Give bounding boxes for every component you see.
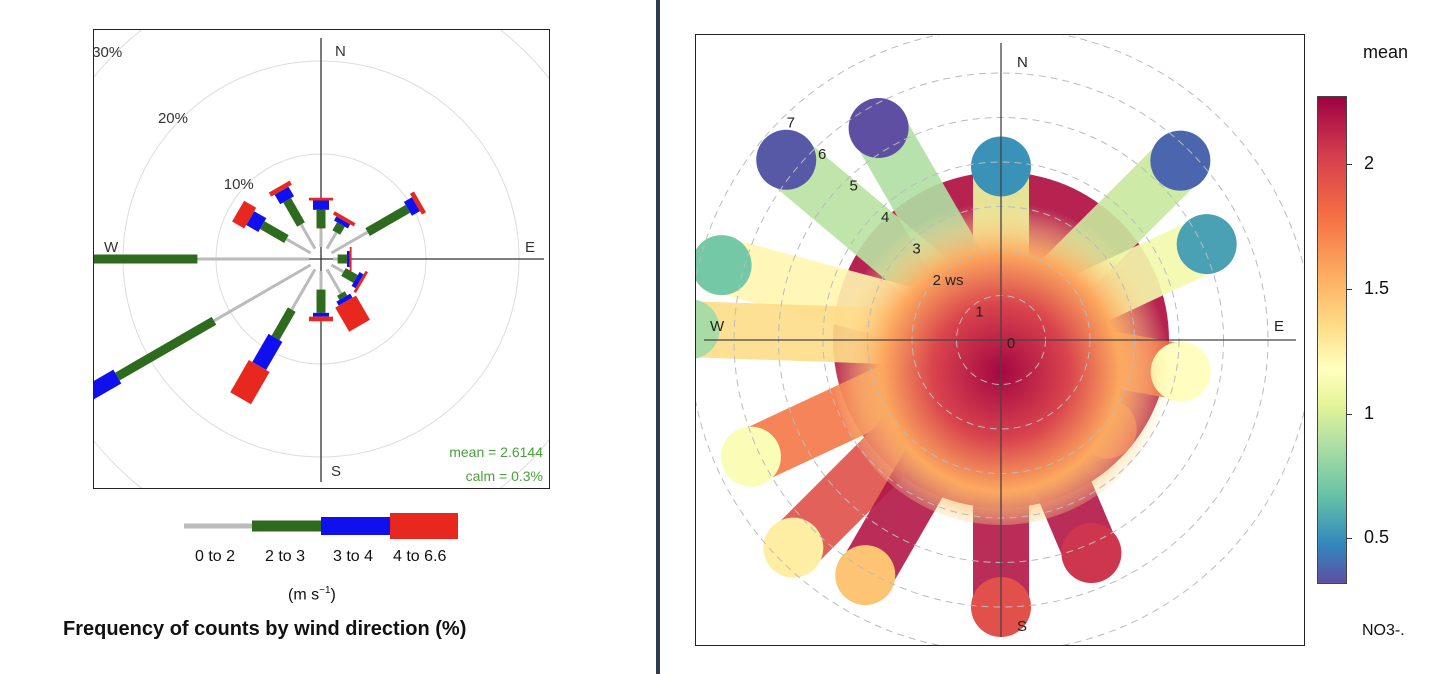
mean-stat: mean = 2.6144 [449, 444, 543, 460]
rose-segment [330, 230, 369, 255]
colorbar-tick [1346, 288, 1352, 290]
rose-segment [283, 198, 305, 227]
units-text: (m s [288, 586, 320, 604]
legend-swatch [321, 517, 390, 535]
rose-segment [290, 268, 317, 311]
colorbar-tick-label: 0.5 [1364, 527, 1390, 548]
heat-cell [1061, 523, 1122, 584]
heat-cell [696, 299, 720, 359]
legend-swatch [184, 523, 252, 529]
heat-cell [720, 426, 781, 487]
units-close: ) [330, 586, 336, 604]
pollutant-label: NO3-. [1362, 622, 1405, 639]
ws-label: 0 [1007, 335, 1015, 352]
polar-heatmap-chart: 0 1 2 ws 3 4 5 6 7 N S E W [689, 28, 1313, 652]
legend-label-3-4: 3 to 4 [333, 548, 374, 565]
units-exponent: −1 [319, 585, 331, 596]
colorbar-tick-label: 1.5 [1364, 277, 1390, 298]
ws-label: 6 [818, 146, 826, 163]
rose-segment [336, 293, 353, 306]
compass-s: S [331, 463, 341, 480]
colorbar-tick [1346, 538, 1352, 540]
legend-label-2-3: 2 to 3 [265, 548, 306, 565]
colorbar-tick-label: 2 [1364, 153, 1375, 174]
rose-segment [409, 191, 426, 215]
calm-stat: calm = 0.3% [466, 468, 543, 484]
compass-n: N [335, 43, 346, 60]
heat-cell [763, 517, 824, 578]
ws-label: 4 [881, 209, 889, 226]
rose-segment [351, 272, 364, 289]
ws-label: 5 [849, 178, 857, 195]
rose-segment [260, 221, 289, 243]
rose-segment [213, 263, 312, 323]
rose-segment [332, 222, 345, 235]
legend-swatch [252, 520, 321, 532]
heat-cell [1176, 214, 1237, 275]
rose-segment [274, 186, 295, 205]
ws-label: 7 [787, 115, 795, 132]
rose-segment [337, 291, 348, 300]
heat-cell [848, 98, 909, 159]
rose-segment [271, 307, 296, 341]
rose-segment [115, 316, 217, 381]
heat-cell [696, 235, 752, 296]
ring-label: 30% [94, 44, 122, 61]
ring-label: 10% [224, 176, 254, 193]
rose-segment [268, 180, 292, 197]
rose-segment [325, 231, 338, 250]
colorbar-tick [1346, 413, 1352, 415]
rose-segment [332, 211, 356, 227]
rose-segment [232, 200, 257, 229]
heat-cell [756, 129, 817, 190]
rose-segment [335, 295, 370, 332]
rose-segment [246, 211, 267, 233]
polar-plot-area: 0 1 2 ws 3 4 5 6 7 N S E W [689, 28, 1313, 652]
rose-segment [40, 369, 122, 426]
ws-label: 3 [912, 241, 920, 258]
compass-e: E [1274, 318, 1284, 335]
heat-cell [835, 545, 896, 606]
rose-segment [252, 333, 283, 371]
compass-s: S [1017, 618, 1027, 635]
wind-speed-legend [184, 513, 458, 539]
rose-segment [341, 268, 358, 283]
compass-w: W [710, 318, 725, 335]
rose-segment [325, 268, 343, 295]
ws-label: 2 ws [933, 272, 964, 289]
compass-e: E [525, 239, 535, 256]
panel-divider [656, 0, 660, 674]
rose-segment [353, 270, 368, 294]
rose-segment [299, 223, 317, 250]
colorbar-title: mean [1363, 42, 1409, 62]
rose-segment [285, 237, 312, 255]
rose-segment [330, 263, 345, 274]
colorbar-scale [1317, 96, 1347, 584]
legend-swatch [390, 513, 458, 539]
legend-label-4-6-6: 4 to 6.6 [393, 548, 447, 565]
ws-label: 1 [975, 304, 983, 321]
rose-segment [230, 360, 270, 405]
rose-segment [334, 216, 351, 229]
heat-cell [1150, 130, 1211, 191]
wind-rose-title: Frequency of counts by wind direction (%… [63, 618, 467, 640]
speed-units: (m s−1) [288, 585, 336, 604]
compass-n: N [1017, 54, 1028, 71]
compass-w: W [104, 239, 119, 256]
legend-label-0-2: 0 to 2 [195, 548, 236, 565]
colorbar-tick [1346, 164, 1352, 166]
colorbar-tick-label: 1 [1364, 402, 1375, 423]
ring-label: 20% [158, 110, 188, 127]
rose-segment [365, 204, 411, 236]
speed-bin-labels: 0 to 2 2 to 3 3 to 4 4 to 6.6 [183, 548, 473, 570]
rose-segment [403, 197, 420, 216]
